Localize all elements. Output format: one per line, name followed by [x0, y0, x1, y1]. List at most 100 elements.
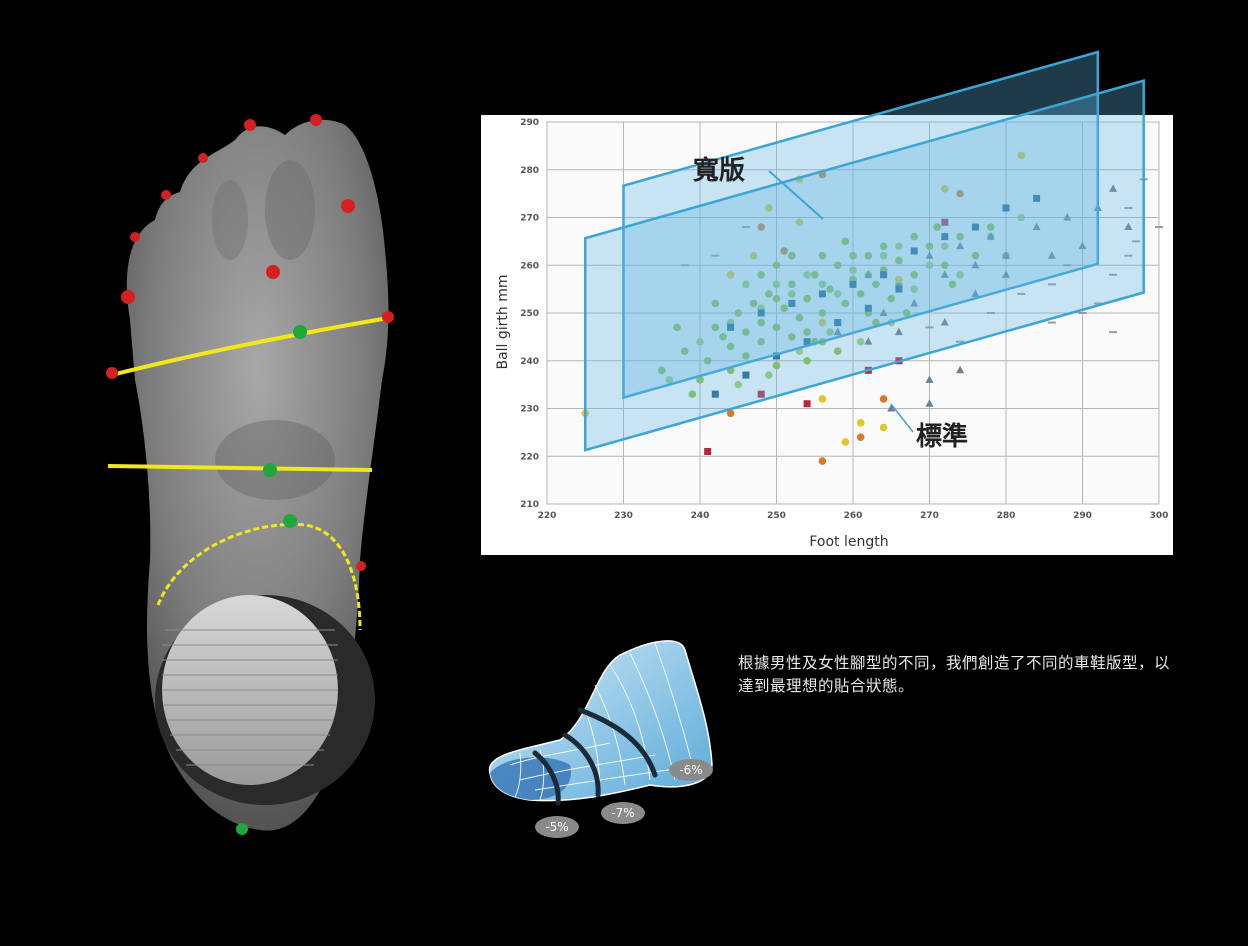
x-tick-label: 240	[691, 511, 710, 521]
data-point	[833, 261, 842, 270]
data-point	[849, 280, 857, 288]
y-tick-label: 240	[520, 357, 539, 367]
data-point	[703, 356, 712, 365]
data-point	[940, 318, 949, 326]
data-point	[887, 294, 896, 303]
chart-grid	[546, 121, 1160, 505]
size-bands	[584, 50, 1145, 452]
data-point	[864, 270, 873, 278]
data-point	[941, 261, 949, 270]
data-point	[941, 233, 949, 241]
reduction-badge-2: -7%	[611, 806, 634, 820]
data-point	[902, 309, 911, 317]
data-point	[696, 376, 704, 384]
foot-scan-image	[106, 114, 394, 835]
data-point	[1109, 184, 1118, 192]
standard-band-leader	[890, 403, 914, 433]
data-point	[734, 309, 743, 317]
data-point	[910, 271, 918, 279]
data-point	[971, 251, 980, 260]
data-point	[1124, 222, 1133, 231]
x-tick-label: 220	[538, 511, 557, 521]
data-point	[856, 433, 865, 441]
data-point	[841, 438, 850, 446]
data-point	[780, 247, 788, 255]
data-point	[895, 275, 903, 284]
data-point	[856, 337, 865, 346]
x-tick-label: 300	[1150, 511, 1169, 521]
x-tick-label: 230	[614, 511, 633, 521]
data-point	[894, 327, 903, 336]
data-point	[818, 395, 827, 403]
data-point	[879, 242, 888, 250]
y-tick-label: 270	[520, 214, 539, 224]
data-point	[742, 328, 750, 336]
data-points	[581, 151, 1163, 465]
y-tick-label: 290	[520, 118, 539, 128]
data-point	[788, 251, 796, 260]
data-point	[879, 308, 888, 316]
data-point	[971, 260, 980, 269]
x-tick-label: 250	[767, 511, 786, 521]
data-point	[765, 204, 773, 212]
data-point	[818, 309, 827, 317]
x-tick-label: 290	[1073, 511, 1092, 521]
data-point	[925, 251, 934, 259]
y-tick-label: 230	[520, 405, 539, 415]
data-point	[1032, 222, 1041, 231]
data-point	[834, 319, 842, 327]
data-point	[986, 232, 995, 240]
data-point	[780, 304, 788, 313]
x-axis-title: Foot length	[809, 534, 888, 550]
description-text: 根據男性及女性腳型的不同，我們創造了不同的車鞋版型，以達到最理想的貼合狀態。	[738, 654, 1171, 695]
reduction-badge-1: -5%	[545, 820, 568, 834]
x-tick-label: 280	[997, 511, 1016, 521]
data-point	[879, 423, 888, 432]
data-point	[711, 390, 719, 398]
data-point	[788, 290, 796, 298]
data-point	[788, 299, 796, 307]
reduction-badges: -5% -7% -6%	[535, 759, 713, 838]
data-point	[941, 242, 949, 250]
data-point	[727, 323, 735, 331]
data-point	[895, 242, 903, 250]
tick-labels: 220 230 240 250 260 270 280 290 3002102202302402…	[520, 118, 1168, 521]
y-tick-label: 210	[520, 500, 539, 510]
y-tick-label: 260	[520, 261, 539, 271]
data-point	[1002, 251, 1010, 259]
data-point	[849, 251, 857, 260]
data-point	[1002, 270, 1010, 278]
data-point	[742, 280, 750, 289]
standard-band-label: 標準	[916, 421, 968, 452]
data-point	[803, 356, 811, 365]
data-point	[765, 290, 773, 298]
data-point	[757, 337, 765, 346]
data-point	[856, 290, 865, 298]
data-point	[941, 218, 949, 226]
data-point	[925, 242, 934, 250]
data-point	[956, 189, 964, 198]
y-tick-label: 250	[520, 309, 539, 319]
data-point	[895, 285, 903, 293]
data-point	[971, 223, 979, 231]
data-point	[1047, 251, 1056, 259]
data-point	[1002, 204, 1010, 212]
data-point	[818, 318, 827, 327]
data-point	[818, 457, 827, 465]
data-point	[772, 361, 781, 370]
data-point	[818, 280, 827, 289]
data-point	[757, 223, 765, 231]
data-point	[864, 337, 873, 345]
data-point	[795, 313, 804, 322]
data-point	[872, 280, 880, 289]
data-point	[910, 232, 918, 241]
wide-band-leader	[768, 170, 824, 220]
data-point	[986, 223, 995, 231]
data-point	[956, 232, 964, 241]
data-point	[657, 366, 666, 375]
data-point	[849, 266, 857, 274]
data-point	[726, 342, 735, 351]
data-point	[940, 270, 949, 278]
data-point	[803, 338, 811, 346]
data-point	[734, 380, 743, 389]
